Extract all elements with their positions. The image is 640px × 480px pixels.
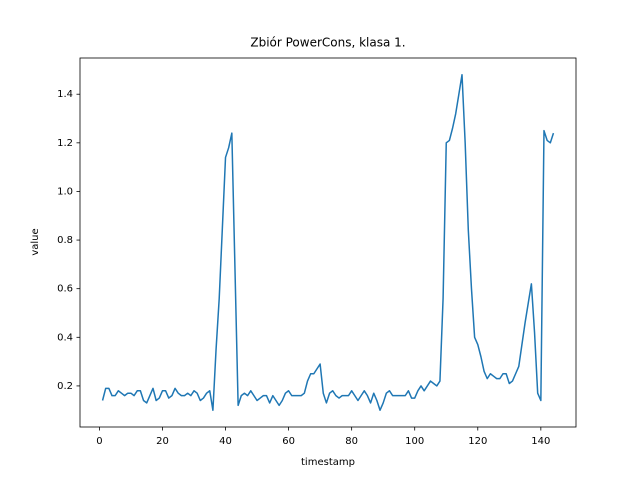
- y-tick-label: 1.0: [57, 186, 73, 197]
- x-tick-label: 40: [219, 436, 232, 447]
- y-tick-label: 1.4: [57, 89, 73, 100]
- y-axis-label: value: [30, 228, 41, 255]
- data-line: [101, 74, 555, 411]
- x-tick-label: 100: [405, 436, 424, 447]
- x-tick-label: 120: [468, 436, 487, 447]
- x-axis-label: timestamp: [301, 457, 355, 468]
- x-tick-label: 140: [531, 436, 550, 447]
- y-tick-label: 0.4: [57, 332, 73, 343]
- x-tick-label: 0: [96, 436, 102, 447]
- x-tick-label: 80: [345, 436, 358, 447]
- y-tick-label: 0.2: [57, 381, 73, 392]
- plot-frame: [79, 57, 577, 428]
- x-tick-label: 20: [156, 436, 169, 447]
- y-tick-label: 0.8: [57, 235, 73, 246]
- x-tick-label: 60: [282, 436, 295, 447]
- chart-title: Zbiór PowerCons, klasa 1.: [250, 36, 405, 50]
- y-tick-label: 0.6: [57, 284, 73, 295]
- y-tick-label: 1.2: [57, 138, 73, 149]
